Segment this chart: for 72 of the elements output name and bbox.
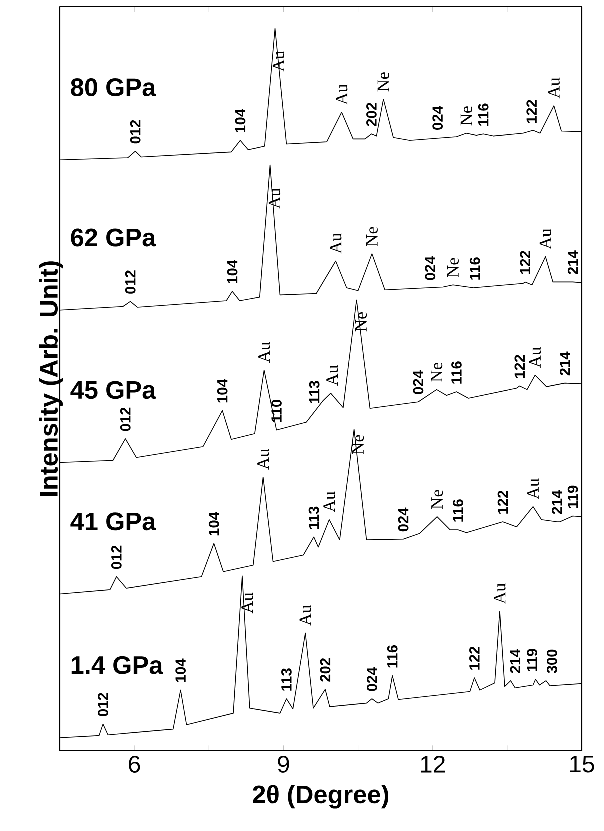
annotation: Au [272, 51, 285, 72]
annotation: 116 [470, 258, 480, 280]
annotation: Au [548, 78, 560, 99]
annotation: Ne [378, 72, 390, 92]
annotation: 104 [217, 379, 228, 403]
annotation: Au [326, 365, 338, 386]
annotation: Ne [366, 227, 378, 246]
x-tick-label: 15 [570, 756, 594, 773]
annotation: Au [494, 584, 506, 604]
annotation: 012 [112, 546, 122, 570]
annotation: 104 [208, 512, 220, 536]
annotation: Au [540, 228, 552, 250]
annotation: 012 [98, 693, 108, 716]
annotation: 113 [282, 668, 292, 691]
annotation: 024 [413, 370, 424, 394]
annotation: 113 [308, 506, 320, 530]
annotation: Au [336, 84, 348, 106]
annotation: 214 [560, 352, 570, 376]
annotation: 214 [552, 490, 562, 514]
annotation: 214 [510, 649, 521, 674]
annotation: 113 [309, 381, 320, 404]
annotation: 012 [125, 270, 136, 294]
annotation: Au [258, 449, 270, 470]
annotation: 012 [120, 408, 131, 432]
annotation: Au [242, 592, 254, 614]
annotation: 122 [520, 251, 530, 274]
x-axis-title: 2θ (Degree) [253, 785, 388, 809]
annotation: 104 [235, 109, 246, 133]
annotation: Au [529, 347, 542, 368]
annotation: 012 [130, 120, 141, 144]
x-tick-label: 6 [129, 756, 140, 773]
annotation: Ne [356, 312, 368, 332]
x-tick-label: 12 [421, 756, 446, 773]
series-label: 45 GPa [70, 381, 156, 400]
text: 41 GPa [70, 512, 156, 531]
annotation: Ne [460, 106, 472, 126]
annotation: 122 [498, 490, 508, 514]
x-tick-label: 9 [278, 756, 290, 773]
annotation: Ne [447, 258, 459, 278]
annotation: Au [268, 188, 281, 210]
annotation: Au [527, 478, 540, 500]
text: 80 GPa [71, 78, 156, 96]
text: 62 GPa [71, 228, 156, 247]
annotation: 024 [398, 508, 409, 532]
annotation: Au [258, 342, 270, 363]
annotation: 202 [366, 103, 377, 126]
annotation: Au [300, 605, 312, 626]
annotation: 116 [387, 646, 398, 668]
annotation: 202 [320, 658, 331, 682]
annotation: Ne [352, 435, 364, 454]
y-axis-title: Intensity (Arb. Unit) [39, 262, 64, 496]
annotation: 122 [470, 646, 480, 670]
annotation: 104 [227, 260, 238, 284]
annotation: 122 [526, 100, 537, 124]
annotation: 214 [568, 250, 578, 274]
annotation: 119 [527, 649, 538, 672]
annotation: 116 [453, 500, 464, 522]
series-label: 1.4 GPa [72, 656, 164, 674]
annotation: 122 [514, 355, 525, 378]
annotation: 110 [272, 400, 282, 422]
annotation: 116 [452, 362, 462, 384]
annotation: 024 [425, 256, 436, 280]
annotation: 300 [546, 650, 558, 674]
annotation: Ne [432, 490, 444, 510]
annotation: Au [324, 492, 336, 512]
annotation: 104 [176, 658, 186, 682]
annotation: Au [330, 233, 342, 254]
annotation: 119 [568, 486, 578, 508]
annotation: Ne [431, 363, 443, 382]
annotation: 024 [367, 667, 378, 692]
annotation: 024 [432, 106, 444, 130]
annotation: 116 [478, 104, 489, 126]
